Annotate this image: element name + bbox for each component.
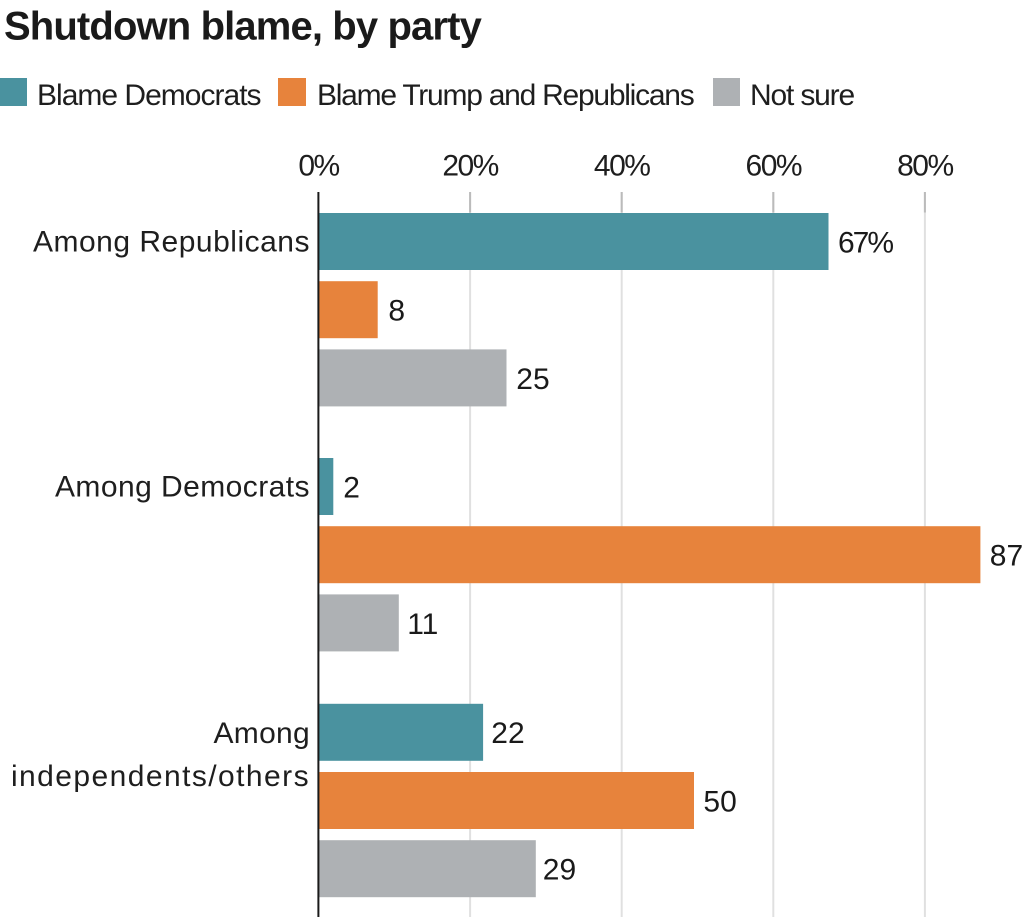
svg-text:Blame Democrats: Blame Democrats [37, 79, 261, 112]
svg-text:40%: 40% [594, 150, 650, 183]
svg-text:Among Democrats: Among Democrats [55, 471, 310, 504]
svg-text:Blame Trump and Republicans: Blame Trump and Republicans [317, 79, 694, 112]
svg-text:20%: 20% [442, 150, 498, 183]
svg-text:independents/others: independents/others [11, 760, 310, 793]
svg-text:0%: 0% [298, 150, 339, 183]
svg-text:80%: 80% [897, 150, 953, 183]
svg-text:Among Republicans: Among Republicans [33, 226, 310, 259]
svg-text:22: 22 [491, 717, 524, 750]
svg-text:Not sure: Not sure [750, 79, 855, 112]
svg-text:29: 29 [543, 854, 576, 887]
svg-text:8: 8 [388, 295, 405, 328]
svg-text:60%: 60% [746, 150, 802, 183]
svg-text:11: 11 [407, 608, 438, 641]
svg-text:2: 2 [343, 471, 360, 504]
svg-text:87: 87 [990, 540, 1023, 573]
svg-text:25: 25 [516, 363, 549, 396]
svg-text:67%: 67% [838, 226, 893, 259]
svg-text:Among: Among [213, 717, 310, 750]
svg-text:50: 50 [703, 785, 736, 818]
svg-text:Shutdown blame, by party: Shutdown blame, by party [4, 5, 483, 49]
